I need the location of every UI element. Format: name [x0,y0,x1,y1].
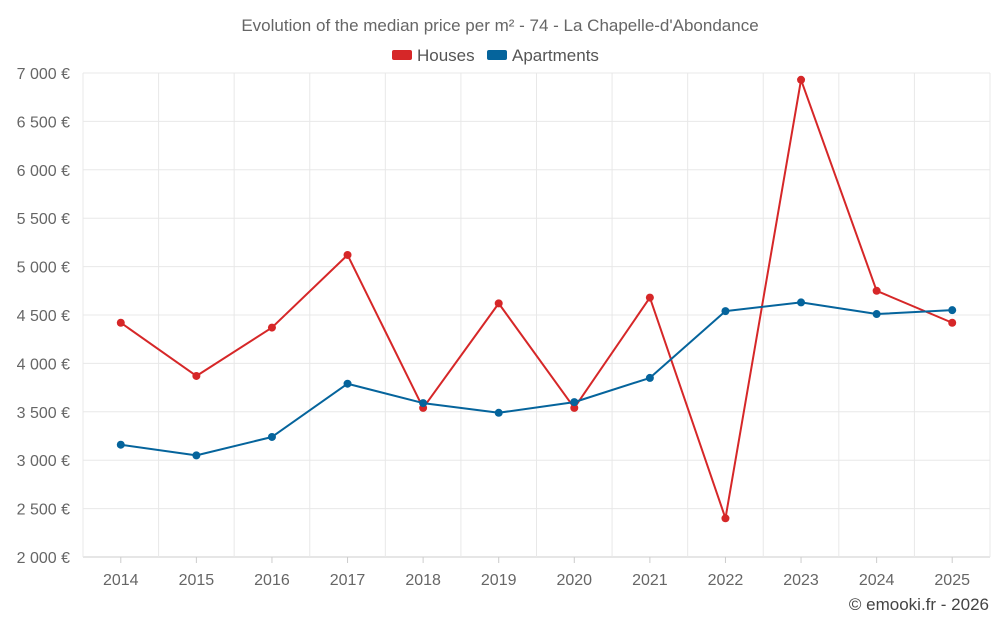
credit-text: © emooki.fr - 2026 [849,595,989,614]
data-point[interactable] [797,298,806,307]
y-tick-label: 3 000 € [17,453,70,470]
x-tick-label: 2022 [708,572,744,589]
data-point[interactable] [645,293,654,302]
y-tick-label: 6 500 € [17,114,70,131]
data-point[interactable] [267,432,276,441]
x-tick-label: 2020 [556,572,592,589]
series-line-houses [120,78,953,520]
x-axis: 2014 2015 2016 2017 2018 2019 2020 2021 2022 2023… [103,557,970,589]
data-point[interactable] [192,451,201,460]
data-point[interactable] [948,306,957,315]
data-point[interactable] [948,318,957,327]
y-tick-label: 3 500 € [17,405,70,422]
series-apartments [116,298,957,460]
legend-swatch [487,50,507,60]
data-point[interactable] [343,250,352,259]
x-tick-label: 2017 [330,572,366,589]
data-point[interactable] [645,373,654,382]
data-point[interactable] [494,299,503,308]
series-houses [116,75,957,523]
legend-item-houses[interactable]: Houses [417,46,475,65]
grid [82,72,991,558]
x-tick-label: 2016 [254,572,290,589]
chart-title: Evolution of the median price per m² - 7… [241,16,758,35]
y-tick-label: 2 500 € [17,502,70,519]
series-line-apartments [120,301,953,457]
x-tick-label: 2025 [934,572,970,589]
data-point[interactable] [494,408,503,417]
x-tick-label: 2024 [859,572,895,589]
y-tick-label: 4 500 € [17,308,70,325]
series-group [116,75,957,523]
data-point[interactable] [116,318,125,327]
legend: Houses Apartments [392,46,599,65]
data-point[interactable] [343,379,352,388]
data-point[interactable] [872,286,881,295]
data-point[interactable] [570,398,579,407]
data-point[interactable] [721,307,730,316]
data-point[interactable] [872,310,881,319]
y-tick-label: 2 000 € [17,550,70,567]
x-tick-label: 2023 [783,572,819,589]
legend-swatch [392,50,412,60]
y-axis: 2 000 € 2 500 € 3 000 € 3 500 € 4 000 € 4 500… [17,66,70,567]
data-point[interactable] [419,399,428,408]
x-tick-label: 2015 [179,572,215,589]
data-point[interactable] [267,323,276,332]
data-point[interactable] [192,371,201,380]
legend-item-apartments[interactable]: Apartments [512,46,599,65]
data-point[interactable] [570,403,579,412]
x-tick-label: 2019 [481,572,517,589]
y-tick-label: 6 000 € [17,163,70,180]
y-tick-label: 5 000 € [17,260,70,277]
x-tick-label: 2014 [103,572,139,589]
x-tick-label: 2018 [405,572,441,589]
y-tick-label: 5 500 € [17,211,70,228]
data-point[interactable] [116,440,125,449]
data-point[interactable] [797,75,806,84]
data-point[interactable] [721,514,730,523]
y-tick-label: 4 000 € [17,356,70,373]
x-tick-label: 2021 [632,572,668,589]
y-tick-label: 7 000 € [17,66,70,83]
